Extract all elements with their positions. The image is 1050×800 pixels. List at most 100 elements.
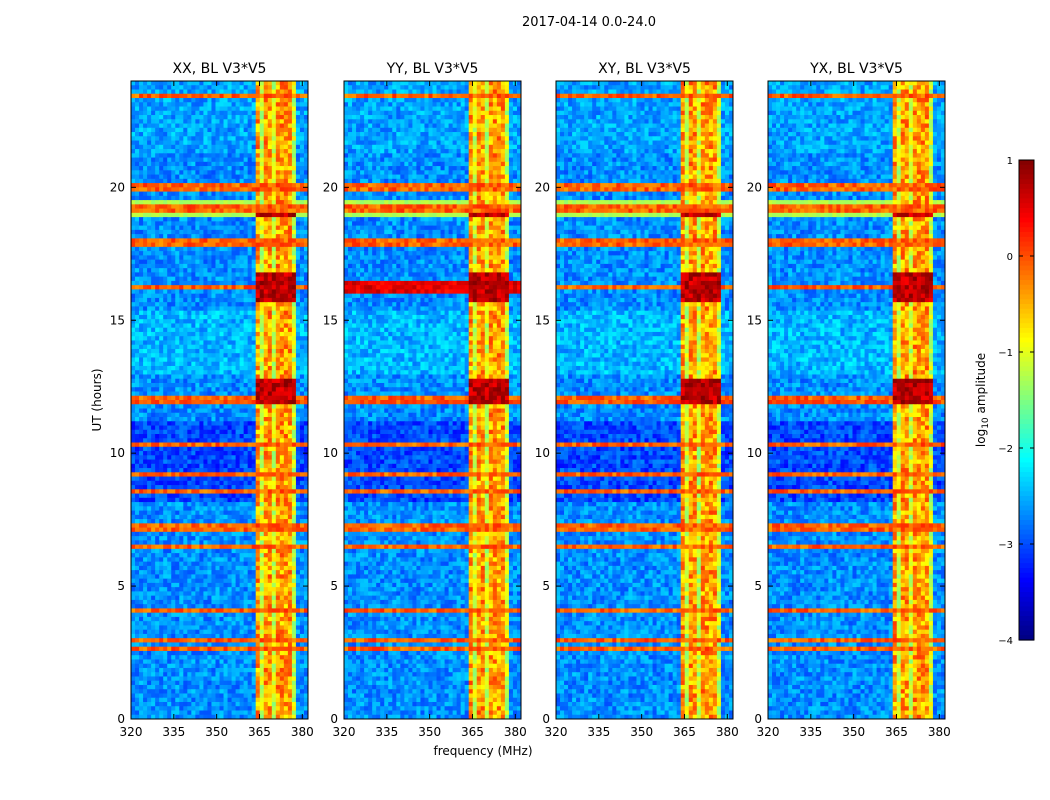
panel-title: YY, BL V3*V5 xyxy=(386,61,479,77)
colorbar-segment xyxy=(1019,169,1034,175)
x-tick-label: 380 xyxy=(504,725,527,739)
colorbar-segment xyxy=(1019,500,1034,507)
colorbar-segment xyxy=(1019,505,1034,511)
heatmap-image xyxy=(768,81,945,719)
x-tick-label: 335 xyxy=(375,725,398,739)
colorbar-segment xyxy=(1019,256,1034,262)
axes-frame xyxy=(767,80,946,720)
colorbar-segment xyxy=(1019,524,1034,531)
colorbar-segment xyxy=(1019,491,1034,497)
y-tick-label: 15 xyxy=(110,313,125,327)
colorbar-segment xyxy=(1019,635,1034,641)
colorbar-segment xyxy=(1019,376,1034,382)
heatmap-image xyxy=(344,81,521,719)
panel-xx: XX, BL V3*V5 320 335 350 365 380 0 5 10 15 20 xyxy=(110,61,314,739)
colorbar-segment xyxy=(1019,361,1034,367)
colorbar-segment xyxy=(1019,284,1034,291)
colorbar-segment xyxy=(1019,428,1034,435)
y-tick-label: 15 xyxy=(535,313,550,327)
y-tick-label: 15 xyxy=(323,313,338,327)
colorbar-segment xyxy=(1019,318,1034,324)
colorbar-tick-label: 1 xyxy=(1007,156,1013,167)
colorbar-segment xyxy=(1019,395,1034,401)
y-tick-label: 20 xyxy=(535,180,550,194)
colorbar-segment xyxy=(1019,457,1034,463)
colorbar-segment xyxy=(1019,606,1034,612)
colorbar-segment xyxy=(1019,251,1034,257)
x-tick-label: 365 xyxy=(673,725,696,739)
x-tick-label: 335 xyxy=(162,725,185,739)
colorbar-segment xyxy=(1019,539,1034,545)
colorbar-segment xyxy=(1019,160,1034,166)
colorbar-segment xyxy=(1019,222,1034,228)
colorbar-segment xyxy=(1019,328,1034,334)
x-tick-label: 335 xyxy=(587,725,610,739)
colorbar-segment xyxy=(1019,265,1034,271)
panel-title: YX, BL V3*V5 xyxy=(809,61,903,77)
y-tick-label: 10 xyxy=(747,446,762,460)
x-tick-label: 320 xyxy=(545,725,568,739)
colorbar-segment xyxy=(1019,208,1034,214)
colorbar-segment xyxy=(1019,592,1034,598)
colorbar-segment xyxy=(1019,529,1034,535)
colorbar-segment xyxy=(1019,232,1034,238)
colorbar-segment xyxy=(1019,601,1034,607)
y-tick-label: 10 xyxy=(323,446,338,460)
colorbar-segment xyxy=(1019,188,1034,195)
colorbar-segment xyxy=(1019,409,1034,415)
colorbar-tick-label: −3 xyxy=(998,540,1013,551)
colorbar-segment xyxy=(1019,294,1034,300)
x-tick-label: 335 xyxy=(799,725,822,739)
colorbar-segment xyxy=(1019,419,1034,425)
colorbar-segment xyxy=(1019,596,1034,603)
colorbar-segment xyxy=(1019,462,1034,468)
colorbar-segment xyxy=(1019,246,1034,252)
x-tick-label: 380 xyxy=(928,725,951,739)
panel-yx: YX, BL V3*V5 320 335 350 365 380 0 5 10 15 20 xyxy=(747,61,951,739)
y-tick-label: 20 xyxy=(323,180,338,194)
colorbar-segment xyxy=(1019,534,1034,540)
y-tick-label: 15 xyxy=(747,313,762,327)
colorbar-segment xyxy=(1019,625,1034,631)
colorbar-segment xyxy=(1019,572,1034,579)
colorbar-segment xyxy=(1019,193,1034,199)
colorbar-segment xyxy=(1019,275,1034,281)
axes-frame xyxy=(130,80,309,720)
x-tick-label: 320 xyxy=(120,725,143,739)
colorbar-tick-label: −1 xyxy=(998,348,1013,359)
colorbar-segment xyxy=(1019,563,1034,569)
colorbar-frame xyxy=(1018,159,1035,641)
colorbar-segment xyxy=(1019,203,1034,209)
colorbar-segment xyxy=(1019,323,1034,329)
x-tick-label: 350 xyxy=(418,725,441,739)
y-tick-label: 20 xyxy=(747,180,762,194)
figure-title: 2017-04-14 0.0-24.0 xyxy=(522,15,656,30)
colorbar-tick-label: −2 xyxy=(998,444,1013,455)
colorbar-segment xyxy=(1019,404,1034,411)
y-tick-label: 20 xyxy=(110,180,125,194)
colorbar-segment xyxy=(1019,352,1034,358)
colorbar-segment xyxy=(1019,486,1034,492)
xlabel: frequency (MHz) xyxy=(433,744,532,758)
colorbar-segment xyxy=(1019,577,1034,583)
colorbar-segment xyxy=(1019,510,1034,516)
y-tick-label: 5 xyxy=(330,579,338,593)
colorbar-segment xyxy=(1019,371,1034,377)
y-tick-label: 5 xyxy=(117,579,125,593)
x-tick-label: 380 xyxy=(291,725,314,739)
x-tick-label: 365 xyxy=(885,725,908,739)
y-tick-label: 10 xyxy=(110,446,125,460)
x-tick-label: 365 xyxy=(248,725,271,739)
colorbar-segment xyxy=(1019,304,1034,310)
colorbar-segment xyxy=(1019,558,1034,564)
colorbar-segment xyxy=(1019,400,1034,406)
x-tick-label: 320 xyxy=(757,725,780,739)
colorbar-label: log10 amplitude xyxy=(974,353,991,447)
colorbar-segment xyxy=(1019,385,1034,391)
colorbar-segment xyxy=(1019,241,1034,247)
colorbar-segment xyxy=(1019,299,1034,305)
colorbar-segment xyxy=(1019,356,1034,363)
colorbar-segment xyxy=(1019,587,1034,593)
axes-frame xyxy=(555,80,734,720)
